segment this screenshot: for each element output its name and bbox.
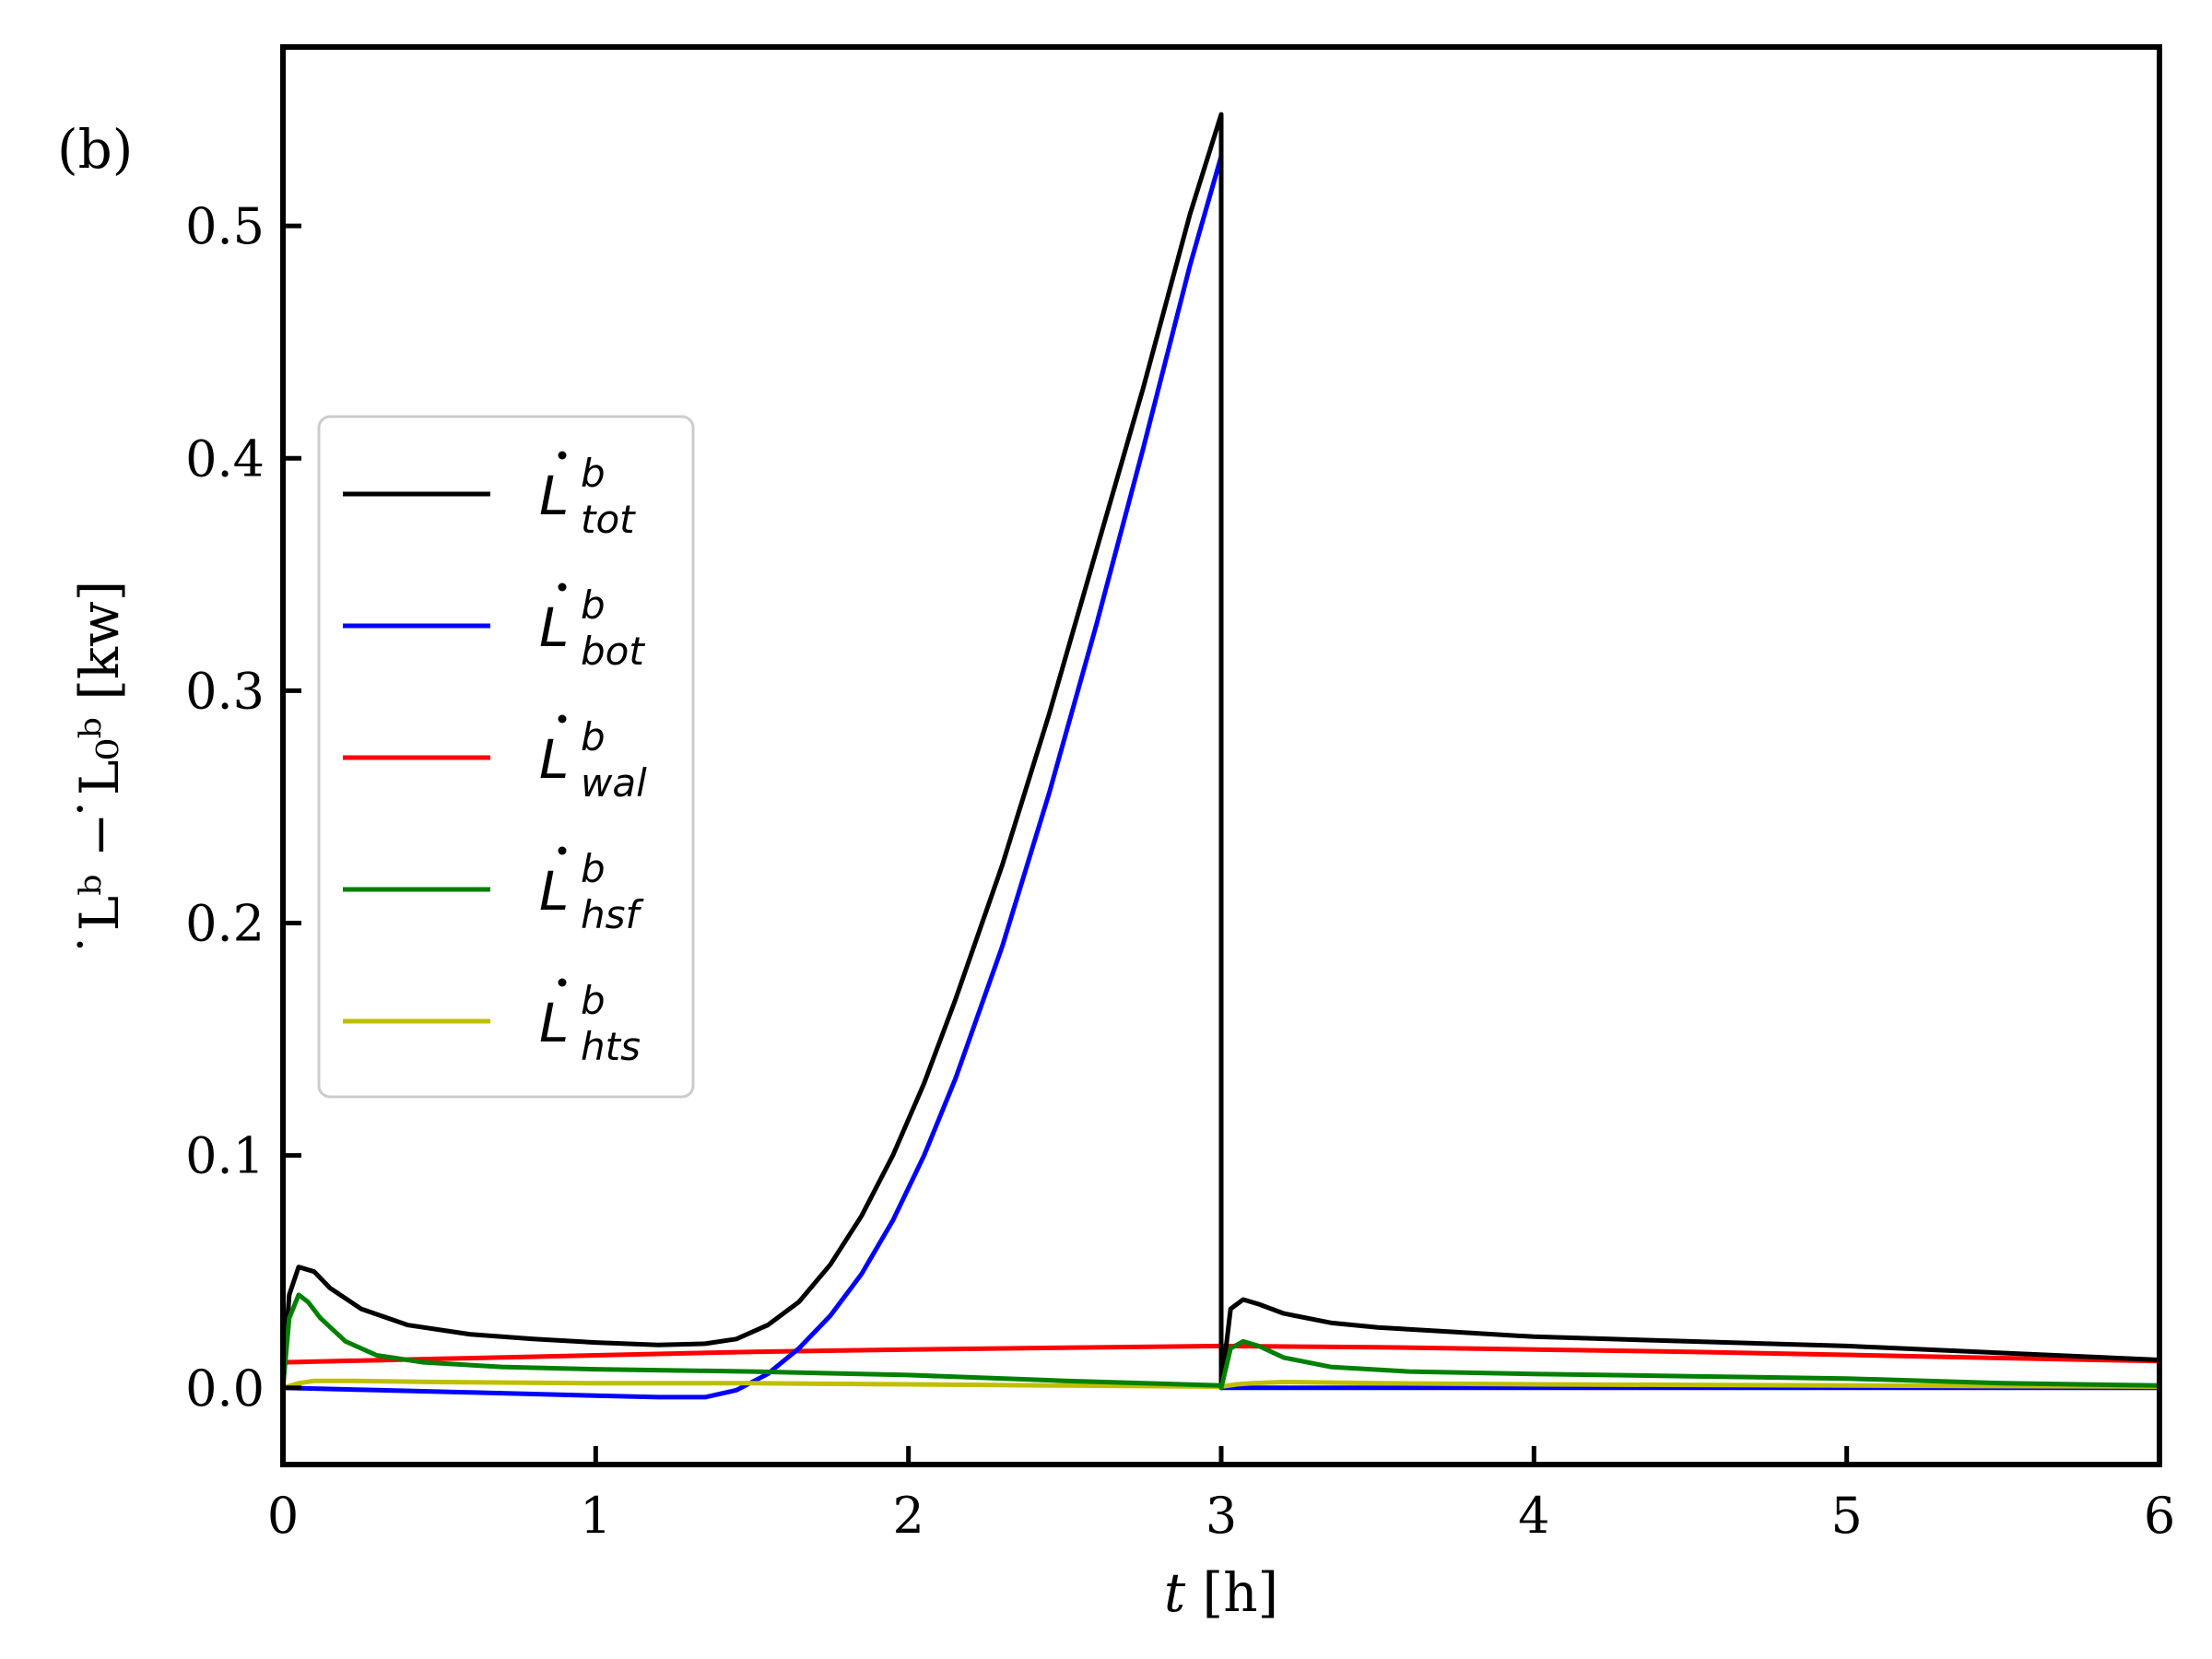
legend-sup-tot: b <box>581 451 606 496</box>
y-tick-label: 0.0 <box>185 1359 265 1418</box>
legend-sub-bot: bot <box>581 629 645 674</box>
legend-label-wal: L <box>539 728 569 791</box>
series-line-hsf <box>283 1292 2159 1391</box>
legend-dot-hts <box>558 978 567 987</box>
x-tick-label: 4 <box>1518 1487 1549 1545</box>
legend-sup-hts: b <box>581 978 606 1023</box>
x-tick-label: 1 <box>580 1487 611 1545</box>
legend-sub-tot: tot <box>581 497 636 542</box>
y-tick-label: 0.1 <box>185 1127 265 1185</box>
panel-label: (b) <box>57 118 133 181</box>
series-layer <box>283 112 2159 1400</box>
legend-sup-wal: b <box>581 714 606 759</box>
y-tick-label: 0.4 <box>185 429 265 488</box>
y-tick-label: 0.2 <box>185 895 265 953</box>
legend-dot-wal <box>558 714 567 724</box>
y-tick-label: 0.3 <box>185 662 265 720</box>
series-line-hts <box>283 1378 2159 1391</box>
legend-dot-bot <box>558 582 567 592</box>
legend-label-hsf: L <box>539 860 569 923</box>
legend-sub-hts: hts <box>581 1024 641 1069</box>
x-axis-label-variable: t <box>1164 1561 1186 1624</box>
x-tick-label: 0 <box>267 1487 299 1545</box>
x-axis-label-unit: [h] <box>1185 1561 1278 1624</box>
y-axis-label: ̇Lᵇ − ̇L₀ᵇ [kw] <box>68 581 131 948</box>
series-line-tot <box>283 112 2159 1391</box>
ticks-layer: 0 1 2 3 4 5 6 0.0 0.1 0.2 0.3 0.4 0.5 <box>185 197 2175 1545</box>
legend-box <box>317 415 695 1099</box>
legend-dot-tot <box>558 451 567 460</box>
legend-label-hts: L <box>539 992 569 1054</box>
legend-sup-bot: b <box>581 582 606 628</box>
legend-label-bot: L <box>539 596 569 659</box>
legend-sub-wal: wal <box>581 760 647 806</box>
plot-frame <box>280 44 2162 1467</box>
legend-label-tot: L <box>539 465 569 527</box>
x-tick-label: 6 <box>2144 1487 2175 1545</box>
x-tick-label: 2 <box>892 1487 924 1545</box>
legend-dot-hsf <box>558 846 567 855</box>
legend-sup-hsf: b <box>581 846 606 891</box>
legend-sub-hsf: hsf <box>581 892 645 937</box>
x-axis-label: t [h] <box>1164 1561 1278 1624</box>
x-tick-label: 5 <box>1830 1487 1862 1545</box>
x-tick-label: 3 <box>1206 1487 1237 1545</box>
series-line-bot <box>283 154 2159 1400</box>
y-tick-label: 0.5 <box>185 197 265 255</box>
